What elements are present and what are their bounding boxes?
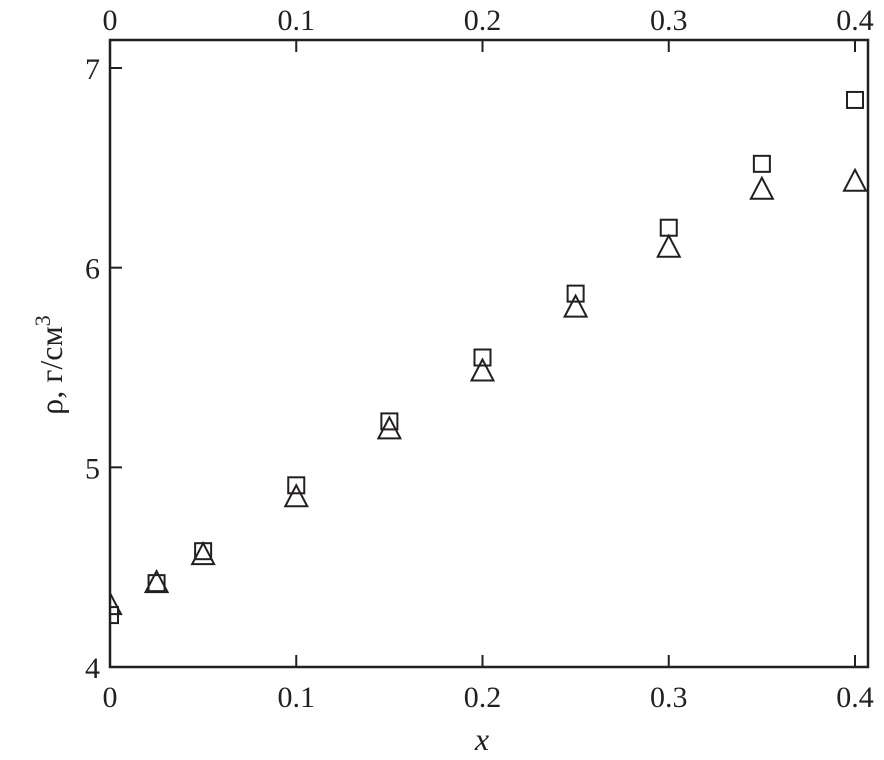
- triangle-marker: [749, 175, 775, 200]
- square-marker: [659, 218, 678, 237]
- y-tick-label: 6: [85, 253, 100, 286]
- triangle-marker: [143, 568, 170, 594]
- y-axis-label-superscript: 3: [30, 315, 55, 326]
- triangle-marker: [842, 167, 868, 192]
- triangle-marker: [283, 483, 309, 508]
- top-x-tick-label: 0.2: [464, 4, 502, 37]
- triangle-marker: [469, 357, 496, 382]
- top-x-tick-label: 0.1: [278, 4, 316, 37]
- top-x-tick-label: 0.4: [836, 4, 874, 37]
- triangle-marker: [376, 415, 403, 440]
- x-tick-label: 0.3: [650, 681, 688, 714]
- x-tick-label: 0.4: [836, 681, 874, 714]
- square-marker: [846, 90, 864, 109]
- x-tick-label: 0.1: [278, 681, 316, 714]
- x-tick-label: 0.2: [464, 681, 502, 714]
- x-tick-label: 0: [103, 681, 118, 714]
- triangle-marker: [190, 541, 216, 566]
- square-marker: [473, 348, 492, 367]
- square-marker: [287, 476, 306, 495]
- y-tick-label: 7: [85, 53, 100, 86]
- triangle-marker: [656, 233, 682, 258]
- triangle-marker: [110, 590, 123, 616]
- top-x-tick-label: 0.3: [650, 4, 688, 37]
- y-tick-label: 5: [85, 452, 100, 485]
- square-marker: [566, 284, 585, 303]
- y-tick-label: 4: [85, 652, 100, 685]
- square-marker: [752, 154, 771, 173]
- y-axis-label: ρ, г/см3: [30, 315, 69, 414]
- square-marker: [194, 542, 213, 561]
- plot-frame: [108, 38, 870, 669]
- square-marker: [380, 412, 399, 431]
- x-axis-label: x: [474, 721, 489, 757]
- y-axis-label-text: ρ, г/см: [33, 326, 69, 414]
- triangle-marker: [562, 293, 589, 318]
- top-x-tick-label: 0: [103, 4, 118, 37]
